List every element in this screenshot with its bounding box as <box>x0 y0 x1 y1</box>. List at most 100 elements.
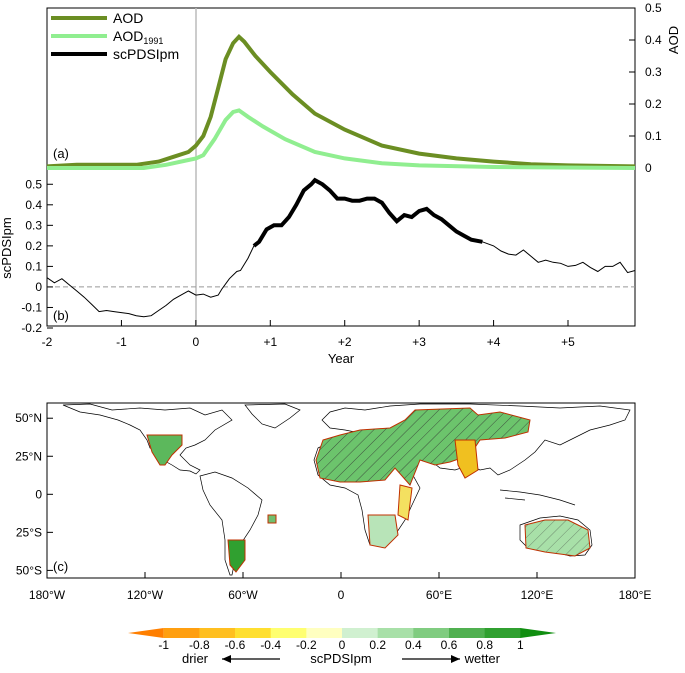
lat-tick-label-4: 50°S <box>16 563 42 577</box>
region-south-asia-dry <box>454 439 479 479</box>
panel-a-label: (a) <box>53 146 69 161</box>
aod-series-line <box>46 33 636 169</box>
aod-tick-label-5: 0.5 <box>645 1 662 15</box>
colorbar-swatch-11 <box>520 628 556 638</box>
colorbar-swatch-4 <box>270 628 307 638</box>
drier-arrow-head <box>222 655 231 663</box>
colorbar-swatch-5 <box>306 628 343 638</box>
legend: AOD AOD1991 scPDSIpm <box>51 10 179 62</box>
pdsi-tick-label-2: 0.3 <box>25 218 42 232</box>
colorbar-swatch-8 <box>413 628 450 638</box>
time-series-panels: 0 0.1 0.2 0.3 0.4 0.5 AOD 0.5 0.4 0.3 0.2 0.1 0 -0.… <box>0 1 681 366</box>
year-tick-label-1: -1 <box>116 335 127 349</box>
colorbar-tick-label-3: -0.4 <box>260 638 281 652</box>
colorbar-tick-label-1: -0.8 <box>189 638 210 652</box>
colorbar-swatch-0 <box>128 628 164 638</box>
region-australia-hatching <box>525 520 590 556</box>
pdsi-tick-label-6: -0.1 <box>21 300 42 314</box>
aod-tick-label-0: 0 <box>645 161 652 175</box>
pdsi-axis-ticks: 0.5 0.4 0.3 0.2 0.1 0 -0.1 -0.2 <box>21 177 53 335</box>
year-tick-label-2: 0 <box>193 335 200 349</box>
colorbar-tick-label-10: 1 <box>517 638 524 652</box>
pdsi-tick-label-1: 0.4 <box>25 198 42 212</box>
pdsi-tick-label-4: 0.1 <box>25 259 42 273</box>
legend-aod-label: AOD <box>113 10 143 26</box>
colorbar-swatch-2 <box>199 628 236 638</box>
map-panel: 50°N 25°N 0 25°S 50°S 180°W 120°W 60°W 0 60°E 120… <box>15 402 651 602</box>
aod-tick-label-1: 0.1 <box>645 129 662 143</box>
colorbar-swatch-10 <box>484 628 521 638</box>
pdsi-tick-label-5: 0 <box>35 280 42 294</box>
year-axis-ticks: -2 -1 0 +1 +2 +3 +4 +5 <box>42 320 575 349</box>
colorbar-swatch-1 <box>163 628 200 638</box>
colorbar-tick-label-2: -0.6 <box>225 638 246 652</box>
pdsi-axis-label: scPDSIpm <box>0 217 14 278</box>
pdsi-tick-label-7: -0.2 <box>21 321 42 335</box>
pdsi-tick-label-0: 0.5 <box>25 177 42 191</box>
lon-tick-label-5: 120°E <box>521 588 554 602</box>
legend-aod1991-sub: 1991 <box>143 36 163 46</box>
year-tick-label-3: +1 <box>263 335 277 349</box>
year-tick-label-0: -2 <box>42 335 53 349</box>
latitude-ticks: 50°N 25°N 0 25°S 50°S <box>15 411 53 577</box>
legend-aod1991-label: AOD1991 <box>113 28 163 46</box>
longitude-ticks: 180°W 120°W 60°W 0 60°E 120°E 180°E <box>29 572 651 602</box>
colorbar-tick-label-6: 0.2 <box>369 638 386 652</box>
islands-outline <box>499 489 576 506</box>
lat-tick-label-2: 0 <box>35 487 42 501</box>
colorbar-tick-label-8: 0.6 <box>441 638 458 652</box>
panel-c-label: (c) <box>53 559 68 574</box>
year-tick-label-6: +4 <box>487 335 501 349</box>
lat-tick-label-3: 25°S <box>16 525 42 539</box>
region-brazil-patch <box>267 514 277 524</box>
scpdsi-highlight-line <box>252 177 483 248</box>
aod1991-series-line <box>47 108 636 170</box>
colorbar-tick-label-4: -0.2 <box>296 638 317 652</box>
colorbar: -1 -0.8 -0.6 -0.4 -0.2 0 0.2 0.4 0.6 0.8 1 <box>128 628 556 652</box>
lat-tick-label-1: 25°N <box>15 449 42 463</box>
colorbar-tick-label-0: -1 <box>158 638 169 652</box>
pdsi-tick-label-3: 0.2 <box>25 239 42 253</box>
lon-tick-label-1: 120°W <box>127 588 164 602</box>
lon-tick-label-6: 180°E <box>619 588 652 602</box>
aod-tick-label-4: 0.4 <box>645 33 662 47</box>
lon-tick-label-3: 0 <box>338 588 345 602</box>
aod-axis-label: AOD <box>666 26 681 54</box>
scpdsi-regions <box>146 407 591 573</box>
greenland-outline <box>244 403 301 429</box>
colorbar-swatch-6 <box>342 628 379 638</box>
lon-tick-label-0: 180°W <box>29 588 66 602</box>
aod-axis-ticks: 0 0.1 0.2 0.3 0.4 0.5 <box>629 1 662 175</box>
colorbar-wetter-label: wetter <box>464 651 501 666</box>
region-western-north-america <box>146 434 183 466</box>
colorbar-swatch-9 <box>449 628 486 638</box>
colorbar-swatch-3 <box>235 628 272 638</box>
year-tick-label-5: +3 <box>412 335 426 349</box>
year-axis-label: Year <box>328 351 355 366</box>
colorbar-drier-label: drier <box>182 651 209 666</box>
north-america-outline <box>62 403 233 475</box>
colorbar-label: scPDSIpm <box>310 651 371 666</box>
lon-tick-label-2: 60°W <box>228 588 258 602</box>
region-south-america <box>227 539 246 573</box>
colorbar-tick-label-5: 0 <box>339 638 346 652</box>
lat-tick-label-0: 50°N <box>15 411 42 425</box>
region-significance-hatching <box>316 408 530 485</box>
aod-tick-label-3: 0.3 <box>645 65 662 79</box>
lon-tick-label-4: 60°E <box>426 588 452 602</box>
year-tick-label-4: +2 <box>338 335 352 349</box>
legend-aod1991-base: AOD <box>113 28 143 44</box>
colorbar-arrows <box>222 655 460 663</box>
aod-tick-label-2: 0.2 <box>645 97 662 111</box>
colorbar-tick-label-7: 0.4 <box>405 638 422 652</box>
colorbar-tick-label-9: 0.8 <box>476 638 493 652</box>
panel-b-label: (b) <box>53 308 69 323</box>
colorbar-swatch-7 <box>377 628 414 638</box>
scpdsi-series-line <box>46 179 636 318</box>
region-southern-africa <box>367 514 399 549</box>
region-east-africa <box>397 484 413 521</box>
legend-scpdsi-label: scPDSIpm <box>113 46 179 62</box>
year-tick-label-7: +5 <box>561 335 575 349</box>
wetter-arrow-head <box>451 655 460 663</box>
